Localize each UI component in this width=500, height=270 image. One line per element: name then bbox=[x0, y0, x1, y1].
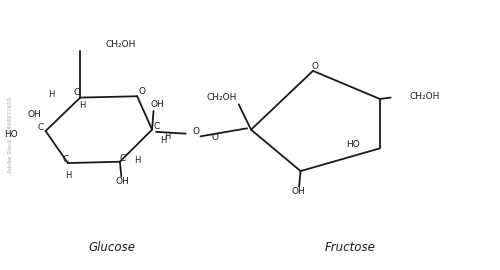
Text: H: H bbox=[134, 156, 140, 165]
Text: C: C bbox=[73, 88, 80, 97]
Text: OH: OH bbox=[150, 100, 164, 109]
Text: Glucose: Glucose bbox=[89, 241, 136, 254]
Text: C: C bbox=[119, 154, 126, 163]
Text: OH: OH bbox=[291, 187, 305, 196]
Text: H: H bbox=[164, 132, 171, 141]
Text: H: H bbox=[48, 90, 54, 99]
Text: CH₂OH: CH₂OH bbox=[206, 93, 236, 102]
Text: C: C bbox=[154, 122, 160, 131]
Text: HO: HO bbox=[4, 130, 18, 140]
Text: OH: OH bbox=[28, 110, 42, 119]
Text: H: H bbox=[80, 101, 86, 110]
Text: O: O bbox=[138, 87, 145, 96]
Text: Adobe Stock | #468877659: Adobe Stock | #468877659 bbox=[7, 97, 12, 173]
Text: H: H bbox=[160, 136, 166, 145]
Text: CH₂OH: CH₂OH bbox=[410, 92, 440, 101]
Text: CH₂OH: CH₂OH bbox=[106, 40, 136, 49]
Text: C: C bbox=[62, 155, 68, 164]
Text: O: O bbox=[192, 127, 199, 136]
Text: OH: OH bbox=[116, 177, 129, 186]
Text: O: O bbox=[312, 62, 319, 70]
Text: C: C bbox=[38, 123, 44, 132]
Text: Fructose: Fructose bbox=[324, 241, 376, 254]
Text: H: H bbox=[64, 171, 71, 180]
Text: O: O bbox=[212, 133, 219, 142]
Text: HO: HO bbox=[346, 140, 360, 149]
